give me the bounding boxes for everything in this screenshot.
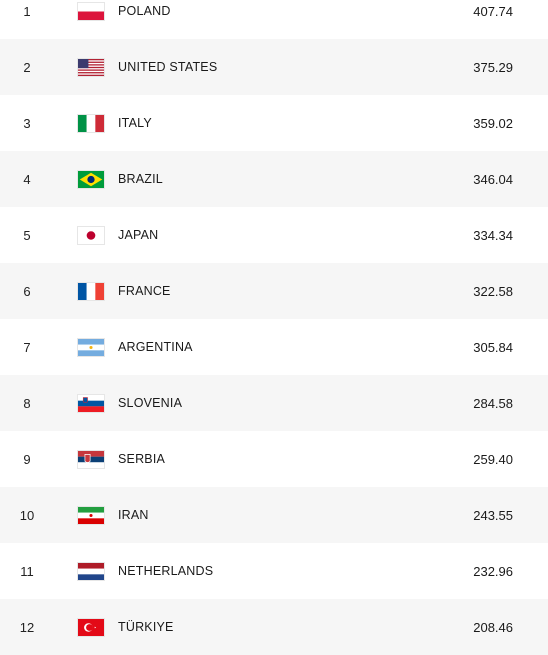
brazil-flag-icon	[77, 169, 105, 189]
argentina-flag-icon	[77, 337, 105, 357]
points-value: 334.34	[473, 227, 513, 243]
country-name: TÜRKIYE	[118, 620, 174, 634]
points-value: 346.04	[473, 171, 513, 187]
table-row[interactable]: 4 BRAZIL 346.04	[0, 151, 548, 207]
points-value: 259.40	[473, 451, 513, 467]
turkiye-flag-icon	[77, 617, 105, 637]
table-row[interactable]: 9 SERBIA 259.40	[0, 431, 548, 487]
points-value: 243.55	[473, 507, 513, 523]
france-flag-icon	[77, 281, 105, 301]
table-row[interactable]: 12 TÜRKIYE 208.46	[0, 599, 548, 655]
rank-number: 10	[19, 507, 35, 523]
country-name: ITALY	[118, 116, 152, 130]
country-name: POLAND	[118, 4, 171, 18]
rank-number: 1	[23, 3, 31, 19]
usa-flag-icon	[77, 57, 105, 77]
netherlands-flag-icon	[77, 561, 105, 581]
points-value: 305.84	[473, 339, 513, 355]
table-row[interactable]: 7 ARGENTINA 305.84	[0, 319, 548, 375]
country-name: BRAZIL	[118, 172, 163, 186]
rank-number: 4	[23, 171, 31, 187]
country-name: SERBIA	[118, 452, 166, 466]
rank-number: 12	[19, 619, 35, 635]
points-value: 322.58	[473, 283, 513, 299]
country-name: SLOVENIA	[118, 396, 183, 410]
rankings-table: 1 POLAND 407.74 2 UNITED STATES 375.29 3…	[0, 0, 548, 637]
table-row[interactable]: 8 SLOVENIA 284.58	[0, 375, 548, 431]
rank-number: 8	[23, 395, 31, 411]
table-row[interactable]: 10 IRAN 243.55	[0, 487, 548, 543]
slovenia-flag-icon	[77, 393, 105, 413]
rank-number: 11	[20, 563, 34, 579]
japan-flag-icon	[77, 225, 105, 245]
italy-flag-icon	[77, 113, 105, 133]
table-row[interactable]: 2 UNITED STATES 375.29	[0, 39, 548, 95]
poland-flag-icon	[77, 1, 105, 21]
country-name: NETHERLANDS	[118, 564, 214, 578]
table-row[interactable]: 11 NETHERLANDS 232.96	[0, 543, 548, 599]
points-value: 407.74	[473, 3, 513, 19]
table-row[interactable]: 3 ITALY 359.02	[0, 95, 548, 151]
points-value: 284.58	[473, 395, 513, 411]
rank-number: 5	[23, 227, 31, 243]
table-row[interactable]: 6 FRANCE 322.58	[0, 263, 548, 319]
rank-number: 2	[23, 59, 31, 75]
country-name: FRANCE	[118, 284, 171, 298]
country-name: IRAN	[118, 508, 149, 522]
country-name: UNITED STATES	[118, 60, 218, 74]
country-name: ARGENTINA	[118, 340, 193, 354]
points-value: 359.02	[473, 115, 513, 131]
rank-number: 9	[23, 451, 31, 467]
points-value: 208.46	[473, 619, 513, 635]
points-value: 232.96	[473, 563, 513, 579]
points-value: 375.29	[473, 59, 513, 75]
rank-number: 7	[23, 339, 31, 355]
table-row[interactable]: 1 POLAND 407.74	[0, 0, 548, 39]
table-row[interactable]: 5 JAPAN 334.34	[0, 207, 548, 263]
country-name: JAPAN	[118, 228, 159, 242]
rank-number: 6	[23, 283, 31, 299]
rank-number: 3	[23, 115, 31, 131]
iran-flag-icon	[77, 505, 105, 525]
serbia-flag-icon	[77, 449, 105, 469]
